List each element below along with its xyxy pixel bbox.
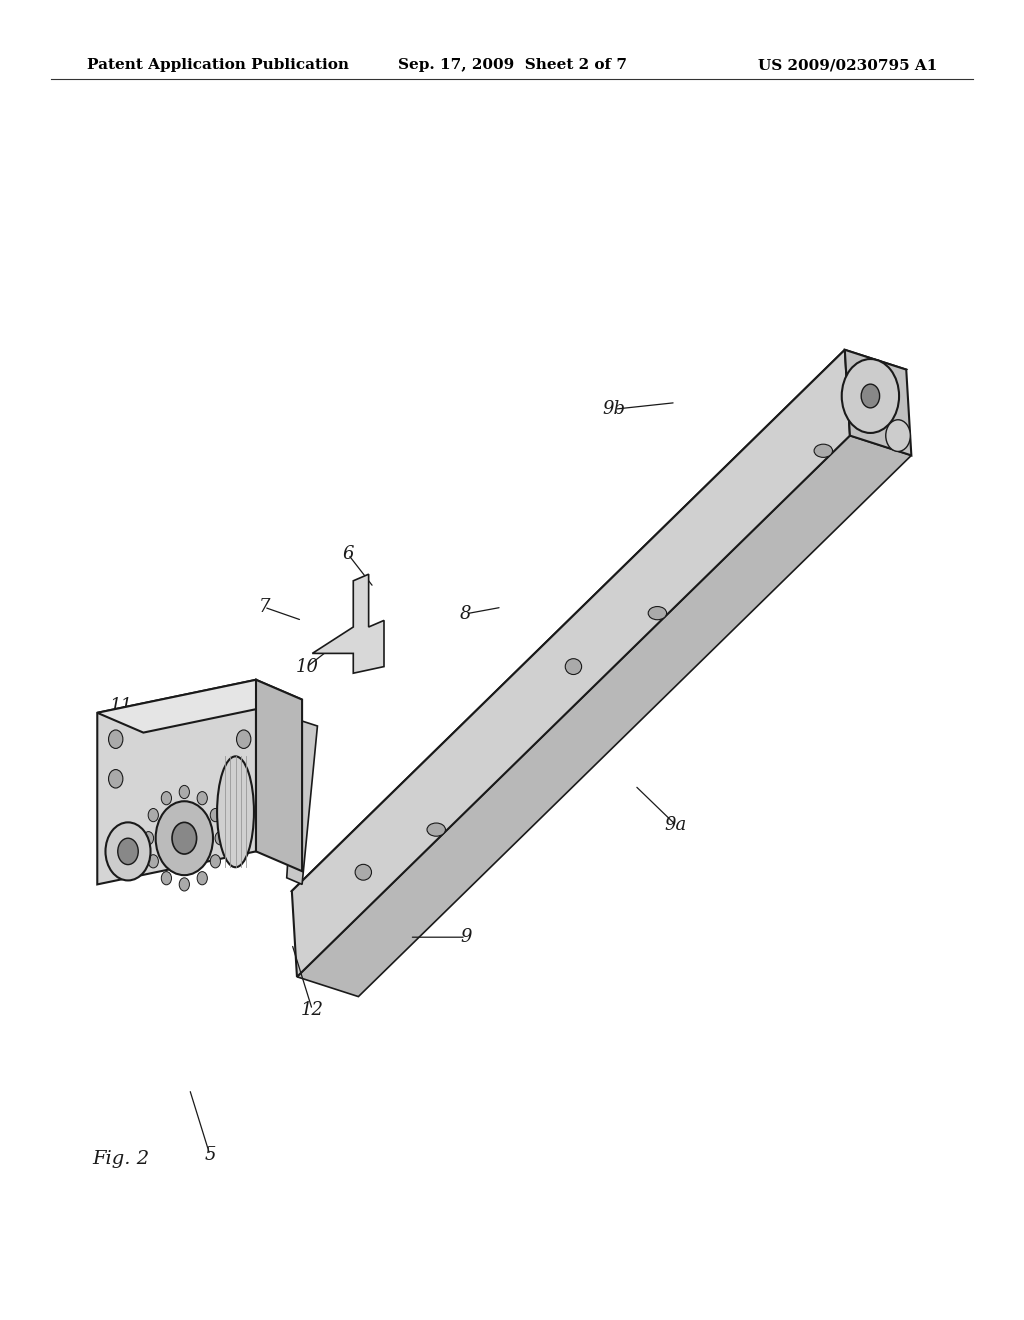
Polygon shape — [292, 350, 850, 977]
Polygon shape — [292, 350, 906, 911]
Circle shape — [179, 878, 189, 891]
Text: 10: 10 — [296, 657, 318, 676]
Polygon shape — [256, 680, 302, 871]
Text: 6: 6 — [342, 545, 354, 564]
Polygon shape — [845, 350, 911, 455]
Circle shape — [210, 855, 220, 869]
Circle shape — [172, 822, 197, 854]
Polygon shape — [297, 436, 911, 997]
Polygon shape — [312, 574, 384, 673]
Ellipse shape — [565, 659, 582, 675]
Circle shape — [161, 871, 171, 884]
Text: 11: 11 — [110, 697, 132, 715]
Circle shape — [156, 801, 213, 875]
Text: Sep. 17, 2009  Sheet 2 of 7: Sep. 17, 2009 Sheet 2 of 7 — [397, 58, 627, 73]
Circle shape — [886, 420, 910, 451]
Circle shape — [210, 808, 220, 821]
Text: 9: 9 — [460, 928, 472, 946]
Text: 5: 5 — [204, 1146, 216, 1164]
Circle shape — [162, 792, 172, 805]
Circle shape — [148, 855, 159, 869]
Ellipse shape — [355, 865, 372, 880]
Text: 12: 12 — [301, 1001, 324, 1019]
Text: 7: 7 — [258, 598, 270, 616]
Ellipse shape — [427, 824, 445, 837]
Circle shape — [179, 785, 189, 799]
Text: 9a: 9a — [665, 816, 687, 834]
Circle shape — [143, 832, 154, 845]
Circle shape — [109, 770, 123, 788]
Circle shape — [197, 792, 207, 805]
Polygon shape — [97, 680, 302, 733]
Text: Patent Application Publication: Patent Application Publication — [87, 58, 349, 73]
Circle shape — [842, 359, 899, 433]
Polygon shape — [287, 719, 317, 884]
Circle shape — [215, 832, 225, 845]
Circle shape — [237, 730, 251, 748]
Ellipse shape — [648, 606, 667, 619]
Circle shape — [109, 730, 123, 748]
Text: US 2009/0230795 A1: US 2009/0230795 A1 — [758, 58, 937, 73]
Polygon shape — [97, 680, 256, 884]
Circle shape — [118, 838, 138, 865]
Circle shape — [105, 822, 151, 880]
Circle shape — [197, 871, 207, 884]
Text: 9b: 9b — [603, 400, 626, 418]
Text: 8: 8 — [460, 605, 472, 623]
Text: Fig. 2: Fig. 2 — [92, 1150, 150, 1168]
Circle shape — [148, 808, 159, 821]
Ellipse shape — [814, 444, 833, 458]
Circle shape — [861, 384, 880, 408]
Ellipse shape — [217, 756, 254, 867]
